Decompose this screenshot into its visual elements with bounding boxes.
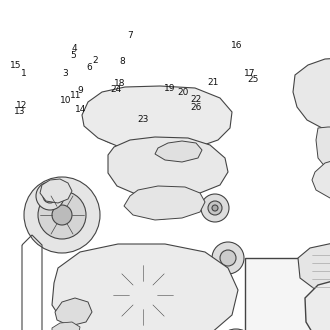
Ellipse shape (138, 290, 148, 300)
Polygon shape (312, 158, 330, 199)
Text: 14: 14 (75, 105, 86, 114)
Text: 24: 24 (110, 85, 122, 94)
Ellipse shape (24, 177, 100, 253)
Ellipse shape (186, 112, 194, 120)
Text: 11: 11 (70, 91, 82, 101)
Polygon shape (40, 179, 72, 203)
Text: 18: 18 (114, 79, 125, 88)
Ellipse shape (212, 242, 244, 274)
Ellipse shape (111, 263, 175, 327)
Text: 22: 22 (190, 95, 202, 104)
Ellipse shape (329, 87, 330, 101)
Ellipse shape (179, 105, 201, 127)
Ellipse shape (133, 145, 177, 189)
Text: 1: 1 (20, 69, 26, 78)
Ellipse shape (170, 96, 210, 136)
Bar (245, 258, 330, 330)
Ellipse shape (225, 329, 247, 330)
Text: 25: 25 (247, 75, 258, 84)
Text: 3: 3 (62, 69, 68, 78)
Ellipse shape (306, 64, 330, 124)
Text: 6: 6 (86, 63, 92, 72)
Text: 8: 8 (120, 57, 125, 66)
Text: 19: 19 (164, 84, 175, 93)
Polygon shape (316, 127, 330, 172)
Polygon shape (293, 58, 330, 130)
Text: 5: 5 (71, 50, 76, 59)
Polygon shape (52, 322, 80, 330)
Text: 12: 12 (16, 101, 27, 110)
Ellipse shape (93, 245, 193, 330)
Ellipse shape (43, 189, 57, 203)
Text: 2: 2 (92, 56, 98, 65)
Ellipse shape (143, 155, 167, 179)
Polygon shape (82, 86, 232, 151)
Ellipse shape (92, 92, 144, 144)
Ellipse shape (318, 76, 330, 112)
Polygon shape (52, 244, 238, 330)
Ellipse shape (104, 104, 132, 132)
Ellipse shape (326, 164, 330, 196)
Text: 9: 9 (78, 86, 83, 95)
Ellipse shape (189, 147, 221, 183)
Ellipse shape (129, 281, 157, 309)
Text: 10: 10 (60, 96, 72, 105)
Text: 26: 26 (190, 103, 202, 112)
Text: 20: 20 (177, 88, 188, 97)
Polygon shape (124, 186, 205, 220)
Ellipse shape (38, 191, 86, 239)
Ellipse shape (201, 194, 229, 222)
Ellipse shape (208, 201, 222, 215)
Polygon shape (108, 137, 228, 197)
Ellipse shape (52, 205, 72, 225)
Polygon shape (155, 141, 202, 162)
Ellipse shape (151, 163, 159, 171)
Ellipse shape (220, 250, 236, 266)
Ellipse shape (322, 136, 330, 164)
Ellipse shape (197, 156, 213, 174)
Ellipse shape (154, 195, 170, 211)
Text: 13: 13 (14, 107, 26, 116)
Text: 15: 15 (10, 61, 22, 71)
Text: 21: 21 (208, 78, 219, 87)
Text: 17: 17 (244, 70, 255, 79)
Ellipse shape (205, 288, 219, 302)
Text: 16: 16 (231, 42, 243, 50)
Text: 4: 4 (71, 44, 77, 53)
Text: 23: 23 (137, 115, 148, 124)
Polygon shape (55, 298, 92, 326)
Polygon shape (305, 271, 330, 330)
Text: 7: 7 (127, 31, 133, 41)
Ellipse shape (36, 182, 64, 210)
Ellipse shape (146, 187, 178, 219)
Ellipse shape (329, 143, 330, 157)
Ellipse shape (212, 205, 218, 211)
Ellipse shape (196, 279, 228, 311)
Polygon shape (298, 240, 330, 297)
Ellipse shape (113, 113, 123, 123)
